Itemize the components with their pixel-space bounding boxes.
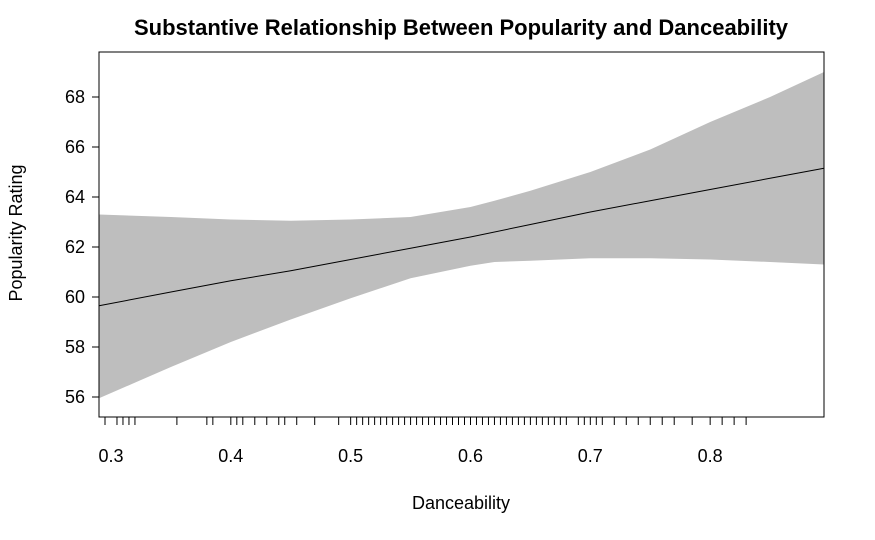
y-tick-label: 56 [65, 387, 85, 407]
y-tick-label: 68 [65, 87, 85, 107]
confidence-band [99, 72, 824, 399]
plot-frame [98, 51, 825, 418]
y-axis-label: Popularity Rating [6, 164, 26, 301]
y-tick-label: 62 [65, 237, 85, 257]
x-tick-label: 0.8 [698, 446, 723, 466]
x-tick-label: 0.7 [578, 446, 603, 466]
y-tick-label: 58 [65, 337, 85, 357]
y-tick-label: 64 [65, 187, 85, 207]
y-axis: 56 58 60 62 64 66 68 [65, 87, 99, 407]
x-tick-label: 0.3 [98, 446, 123, 466]
x-axis: 0.3 0.4 0.5 0.6 0.7 0.8 [98, 446, 722, 466]
y-tick-label: 60 [65, 287, 85, 307]
fit-line [98, 167, 825, 307]
x-axis-label: Danceability [412, 493, 510, 513]
x-tick-label: 0.5 [338, 446, 363, 466]
x-tick-label: 0.6 [458, 446, 483, 466]
chart-title: Substantive Relationship Between Popular… [134, 15, 789, 40]
plot-area [98, 51, 825, 418]
x-tick-label: 0.4 [218, 446, 243, 466]
rug-marks [104, 417, 747, 425]
y-tick-label: 66 [65, 137, 85, 157]
